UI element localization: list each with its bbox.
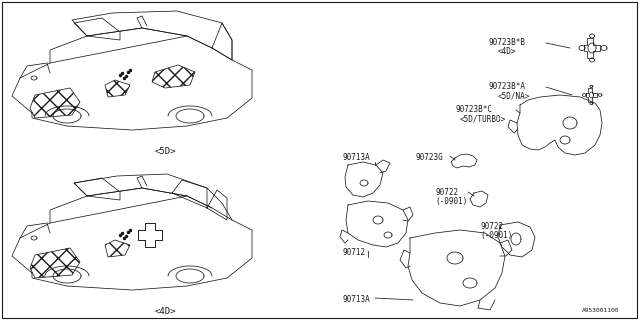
Text: 90712: 90712: [342, 248, 365, 257]
Text: 90713A: 90713A: [342, 295, 370, 304]
Text: 90722: 90722: [435, 188, 458, 197]
Text: (-0901): (-0901): [480, 231, 513, 240]
Text: <5D/NA>: <5D/NA>: [498, 91, 531, 100]
Text: <5D>: <5D>: [154, 147, 176, 156]
Text: (-0901): (-0901): [435, 197, 467, 206]
Text: 90723B*C: 90723B*C: [455, 105, 492, 114]
Text: 90722: 90722: [480, 222, 503, 231]
Text: <4D>: <4D>: [498, 47, 516, 56]
Text: <5D/TURBO>: <5D/TURBO>: [460, 114, 506, 123]
Text: 90723G: 90723G: [415, 153, 443, 162]
Text: 90723B*B: 90723B*B: [488, 38, 525, 47]
Text: <4D>: <4D>: [154, 307, 176, 316]
Text: A953001100: A953001100: [582, 308, 620, 313]
Text: 90723B*A: 90723B*A: [488, 82, 525, 91]
Text: 90713A: 90713A: [342, 153, 370, 162]
